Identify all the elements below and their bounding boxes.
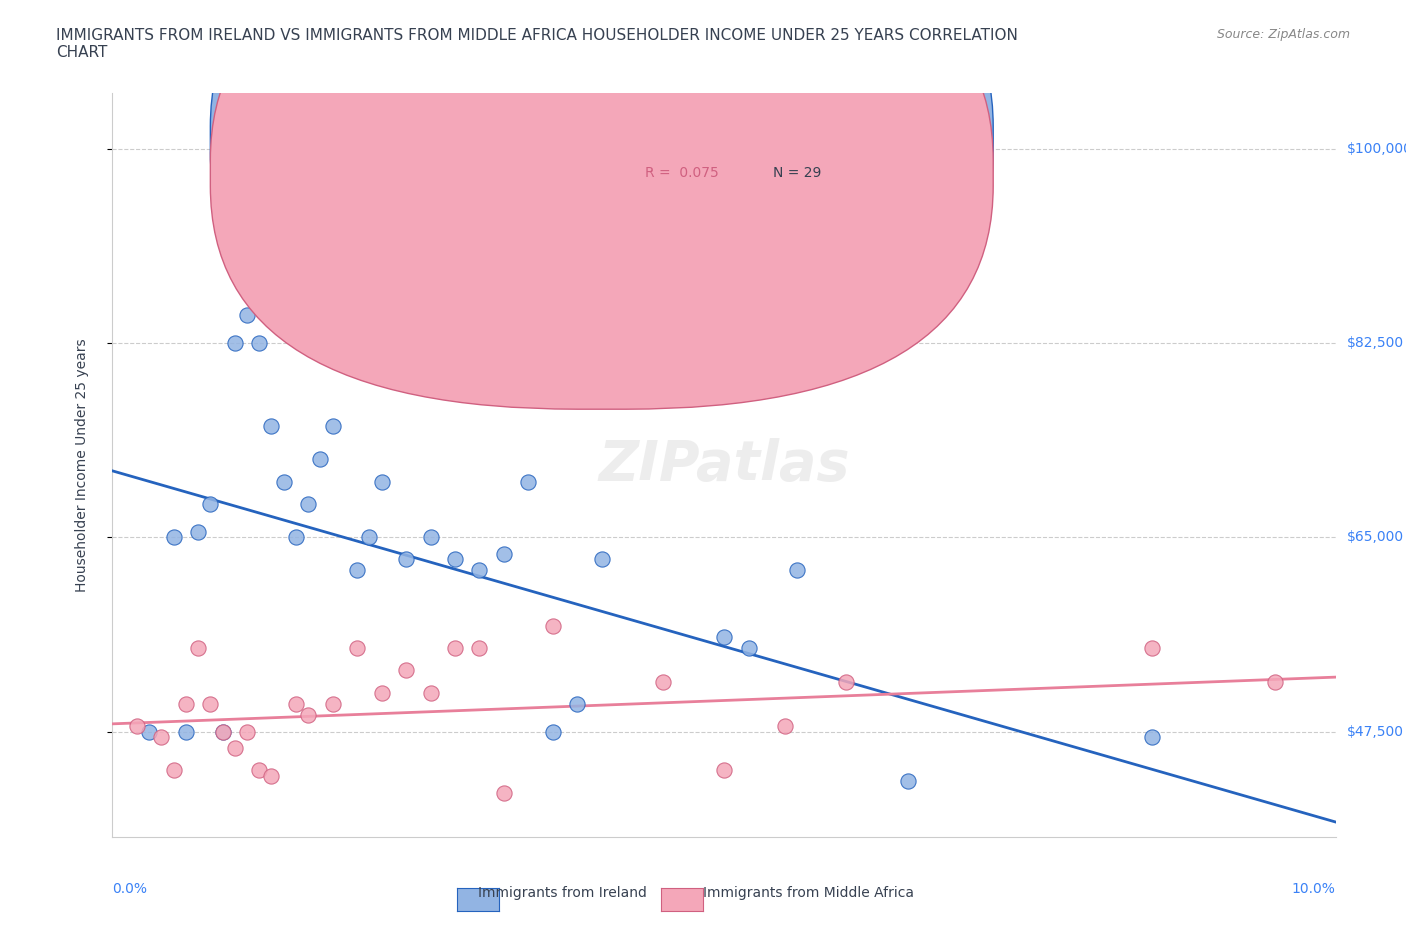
Text: 10.0%: 10.0% [1292, 882, 1336, 896]
FancyBboxPatch shape [211, 0, 993, 376]
Point [591, 841, 613, 856]
Point [163, 530, 186, 545]
Point [322, 697, 344, 711]
Point [211, 724, 233, 739]
Point [200, 697, 222, 711]
Point [174, 724, 197, 739]
Text: $100,000: $100,000 [1347, 141, 1406, 155]
Point [370, 474, 392, 489]
Point [359, 530, 381, 545]
Point [297, 497, 319, 512]
Point [468, 563, 491, 578]
Text: R =  0.075: R = 0.075 [644, 166, 718, 179]
Point [1264, 674, 1286, 689]
Text: R = -0.104: R = -0.104 [644, 132, 718, 146]
Point [224, 740, 246, 755]
Point [835, 674, 858, 689]
Point [260, 418, 283, 433]
Text: ZIPatlas: ZIPatlas [599, 438, 849, 492]
Point [492, 785, 515, 800]
Point [713, 630, 735, 644]
FancyBboxPatch shape [553, 108, 920, 219]
Text: Source: ZipAtlas.com: Source: ZipAtlas.com [1216, 28, 1350, 41]
Point [284, 530, 308, 545]
Point [713, 763, 735, 777]
Point [138, 724, 160, 739]
Text: Immigrants from Ireland: Immigrants from Ireland [478, 885, 647, 900]
Point [200, 497, 222, 512]
Text: 0.0%: 0.0% [112, 882, 148, 896]
Point [567, 697, 589, 711]
Point [591, 551, 613, 566]
Point [309, 452, 332, 467]
Point [517, 474, 540, 489]
Point [444, 641, 467, 656]
Point [737, 641, 759, 656]
Point [247, 336, 270, 351]
Point [419, 530, 441, 545]
Point [897, 774, 920, 789]
Point [468, 641, 491, 656]
Point [236, 308, 259, 323]
Point [163, 763, 186, 777]
Text: $65,000: $65,000 [1347, 530, 1405, 544]
Point [284, 697, 308, 711]
Point [125, 719, 148, 734]
Point [322, 418, 344, 433]
Text: $47,500: $47,500 [1347, 724, 1403, 738]
Point [395, 663, 418, 678]
Text: IMMIGRANTS FROM IRELAND VS IMMIGRANTS FROM MIDDLE AFRICA HOUSEHOLDER INCOME UNDE: IMMIGRANTS FROM IRELAND VS IMMIGRANTS FR… [56, 28, 1018, 60]
Point [786, 563, 808, 578]
Point [346, 641, 368, 656]
FancyBboxPatch shape [211, 0, 993, 409]
Text: N = 29: N = 29 [773, 166, 821, 179]
Point [346, 563, 368, 578]
Point [211, 724, 233, 739]
Text: N = 33: N = 33 [773, 132, 821, 146]
Point [236, 724, 259, 739]
Point [541, 724, 564, 739]
Point [273, 474, 295, 489]
Point [224, 336, 246, 351]
Point [1142, 641, 1164, 656]
Point [541, 618, 564, 633]
Point [260, 768, 283, 783]
Y-axis label: Householder Income Under 25 years: Householder Income Under 25 years [75, 339, 89, 591]
Point [187, 641, 209, 656]
Point [150, 730, 173, 745]
Text: $82,500: $82,500 [1347, 336, 1405, 350]
Point [444, 551, 467, 566]
Point [419, 685, 441, 700]
Point [247, 763, 270, 777]
Point [1142, 730, 1164, 745]
Text: Immigrants from Middle Africa: Immigrants from Middle Africa [703, 885, 914, 900]
Point [395, 551, 418, 566]
Point [370, 685, 392, 700]
Point [492, 547, 515, 562]
Point [187, 525, 209, 539]
Point [652, 674, 675, 689]
Point [773, 719, 796, 734]
Point [174, 697, 197, 711]
Point [297, 708, 319, 723]
Point [981, 852, 1004, 867]
